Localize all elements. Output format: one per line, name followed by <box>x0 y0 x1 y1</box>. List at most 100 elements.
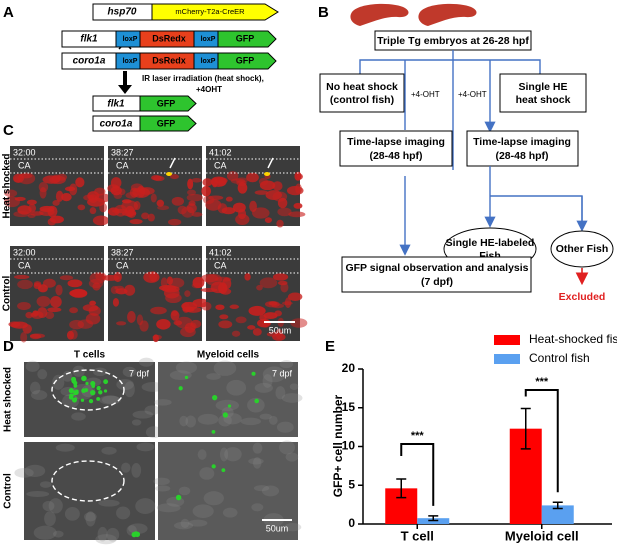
image-texture <box>215 399 239 411</box>
gfp-cell <box>84 388 89 393</box>
image-texture <box>89 207 97 215</box>
error-bar <box>552 501 563 510</box>
image-texture <box>61 192 72 202</box>
image-texture <box>225 196 233 202</box>
image-texture <box>48 498 63 514</box>
image-texture <box>222 507 238 518</box>
image-texture <box>294 171 302 181</box>
image-texture <box>131 419 142 426</box>
image-texture <box>259 277 278 289</box>
image-texture <box>64 506 80 521</box>
y-tick-label: 0 <box>348 516 355 530</box>
timestamp: 38:27 <box>111 247 134 257</box>
image-texture <box>248 458 264 465</box>
image-texture <box>276 421 294 433</box>
image-texture <box>85 313 101 325</box>
image-texture <box>114 285 125 291</box>
image-texture <box>275 386 286 400</box>
gfp-cell <box>71 376 77 382</box>
error-bar <box>428 515 439 522</box>
image-texture <box>284 522 302 532</box>
gene-label: coro1a <box>100 119 133 130</box>
image-texture <box>14 196 26 201</box>
y-tick-label: 20 <box>342 361 356 375</box>
image-texture <box>26 199 37 205</box>
image-texture <box>71 412 86 421</box>
image-texture <box>213 360 237 376</box>
micro-image <box>24 442 155 540</box>
gfp-cell <box>80 398 85 402</box>
image-texture <box>124 381 135 398</box>
image-texture <box>98 499 120 507</box>
image-texture <box>287 292 303 301</box>
image-texture <box>279 440 295 455</box>
image-texture <box>101 446 117 455</box>
legend-label: Heat-shocked fish <box>529 332 617 346</box>
image-texture <box>280 282 289 293</box>
image-texture <box>25 311 33 319</box>
image-texture <box>49 215 64 224</box>
image-texture <box>116 321 127 326</box>
image-texture <box>145 426 163 439</box>
panel-a: hsp70 mCherry-T2a-CreER flk1 loxP DsRedx lo… <box>61 3 279 132</box>
image-texture <box>24 464 46 478</box>
flow-text: No heat shock <box>326 81 398 93</box>
gfp-cell <box>103 379 109 385</box>
image-texture <box>39 208 55 217</box>
image-texture <box>252 457 262 469</box>
image-texture <box>251 207 270 219</box>
flow-text: (28-48 hpf) <box>495 150 548 162</box>
image-texture <box>20 331 28 343</box>
image-texture <box>139 320 149 332</box>
image-texture <box>88 278 104 289</box>
flow-text: heat shock <box>516 94 571 106</box>
image-texture <box>240 417 262 426</box>
image-texture <box>8 321 21 328</box>
gfp-cell <box>175 494 182 501</box>
pointer-arrow <box>267 157 274 169</box>
image-texture <box>171 310 178 317</box>
cassette-label: mCherry-T2a-CreER <box>175 7 245 16</box>
image-texture <box>50 296 62 308</box>
region-label: CA <box>18 260 31 270</box>
image-texture <box>139 357 154 367</box>
image-texture <box>156 199 165 207</box>
image-texture <box>155 485 171 492</box>
image-texture <box>202 178 213 187</box>
construct-part <box>139 95 197 112</box>
x-tick-label: T cell <box>401 528 434 543</box>
gfp-cell <box>221 468 226 473</box>
image-texture <box>277 207 292 217</box>
image-texture <box>122 366 137 378</box>
scale-label: 50um <box>266 523 289 533</box>
image-texture <box>101 395 120 404</box>
image-texture <box>107 184 120 193</box>
image-texture <box>229 304 240 310</box>
image-texture <box>191 177 202 183</box>
connector <box>404 60 490 130</box>
image-texture <box>192 504 214 518</box>
significance-bracket <box>400 443 435 506</box>
image-texture <box>133 201 141 211</box>
region-label: CA <box>116 260 129 270</box>
image-texture <box>262 374 273 388</box>
image-texture <box>44 511 56 527</box>
image-texture <box>244 273 251 281</box>
part-label: GFP <box>157 118 176 128</box>
flow-text: (28-48 hpf) <box>369 150 422 162</box>
part-label: GFP <box>157 98 176 108</box>
image-texture <box>141 212 150 220</box>
flow-text: Single HE <box>518 81 567 93</box>
gfp-cell <box>211 464 216 469</box>
image-texture <box>295 183 302 194</box>
timestamp: 32:00 <box>13 147 36 157</box>
image-texture <box>186 193 204 202</box>
image-texture <box>279 360 294 369</box>
image-texture <box>97 526 108 542</box>
flow-box <box>499 73 587 113</box>
image-texture <box>252 328 262 336</box>
significance-label: *** <box>535 376 549 388</box>
image-texture <box>69 307 78 314</box>
image-texture <box>230 178 246 184</box>
x-tick-label: Myeloid cell <box>505 528 579 543</box>
